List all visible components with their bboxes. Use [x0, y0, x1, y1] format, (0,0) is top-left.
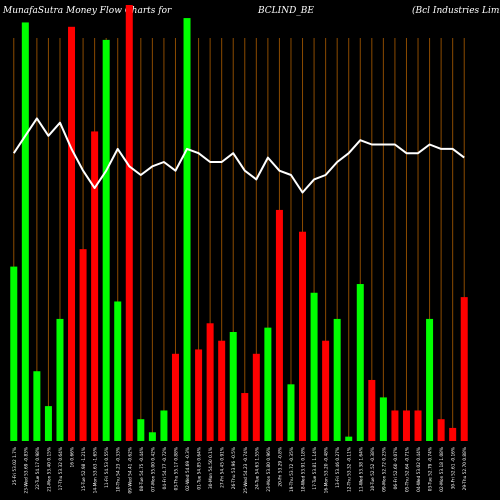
- money-flow-bar: [345, 436, 353, 441]
- x-tick-label: 02-Wed 54.69 -0.3%: [185, 447, 191, 491]
- x-tick-label: 27-Fri 54.45 0.91%: [220, 447, 226, 488]
- money-flow-bar: [160, 410, 168, 441]
- money-flow-bar: [356, 284, 364, 441]
- money-flow-bar: [56, 318, 64, 441]
- x-tick-label: 29-Thu 52.70 0.88%: [462, 447, 468, 490]
- money-flow-bar: [33, 371, 41, 441]
- x-tick-label: 04-Fri 54.77 -0.72%: [162, 447, 168, 489]
- money-flow-bar: [368, 379, 376, 441]
- money-flow-bar: [114, 301, 122, 441]
- x-tick-label: 30-Fri 52.61 -0.16%: [451, 447, 457, 489]
- x-tick-label: 12-Thu 53.32 -0.11%: [347, 447, 353, 492]
- chart-symbol: BCLIND_BE: [258, 6, 314, 16]
- chart-company: (Bcl Industries Limit: [412, 6, 500, 16]
- x-tick-label: 23-Wed 53.69 -0.83%: [23, 447, 29, 493]
- money-flow-bar: [183, 18, 191, 442]
- money-flow-bar: [379, 397, 387, 441]
- money-flow-bar: [229, 332, 237, 441]
- x-tick-label: 25-Fri 53.02 1.7%: [12, 447, 18, 485]
- x-tick-label: 16 0.66%: [70, 447, 76, 467]
- money-flow-bar: [137, 419, 145, 441]
- x-tick-label: 21-Mon 53.40 0.15%: [46, 447, 52, 492]
- money-flow-bar: [79, 249, 87, 441]
- money-flow-bar: [426, 318, 434, 441]
- chart-title: MunafaSutra Money Flow Charts for: [3, 6, 172, 16]
- money-flow-bar: [299, 231, 307, 441]
- x-tick-label: 04-Wed 53.02 0.44%: [416, 447, 422, 492]
- x-tick-label: 06-Fri 52.60 -0.07%: [393, 447, 399, 489]
- money-flow-bar: [310, 292, 318, 441]
- x-tick-label: 01-Tue 54.85 0.64%: [197, 447, 203, 490]
- money-flow-bar: [287, 384, 295, 441]
- x-tick-label: 09-Mon 52.72 0.23%: [381, 447, 387, 492]
- x-tick-label: 19-Thu 53.72 -0.35%: [289, 447, 295, 492]
- x-tick-label: 15-Tue 52.98 -1.21%: [81, 447, 87, 491]
- x-tick-label: 03-Tue 52.79 -0.74%: [428, 447, 434, 491]
- money-flow-bar: [21, 22, 29, 441]
- x-tick-label: 09-Wed 54.41 -0.62%: [127, 447, 133, 493]
- money-flow-bar: [10, 266, 18, 441]
- x-tick-label: 14-Mon 53.63 -1.65%: [93, 447, 99, 493]
- x-tick-label: 10-Thu 54.23 -0.33%: [116, 447, 122, 492]
- x-tick-label: 20-Fri 53.29 -0.8%: [277, 447, 283, 487]
- x-tick-label: 26-Thu 53.96 -0.5%: [231, 447, 237, 489]
- x-tick-label: 30-Mon 54.50 0.1%: [208, 447, 214, 489]
- money-flow-bar: [241, 393, 249, 441]
- price-line: [12, 117, 465, 194]
- money-flow-bar: [91, 131, 99, 441]
- money-flow-bar: [44, 406, 52, 441]
- x-tick-label: 11-Wed 53.38 1.64%: [358, 447, 364, 492]
- x-tick-label: 16-Mon 53.20 -0.48%: [324, 447, 330, 493]
- money-flow-bar: [171, 353, 179, 441]
- money-flow-bar: [414, 410, 422, 441]
- money-flow-bar: [148, 432, 156, 441]
- money-flow-bar: [125, 5, 133, 441]
- money-flow-bar: [252, 353, 260, 441]
- x-tick-label: 07-Mon 55.00 0.42%: [150, 447, 156, 492]
- x-tick-label: 05-Thu 52.64 -0.71%: [404, 447, 410, 492]
- x-tick-label: 17-Tue 53.81 1.14%: [312, 447, 318, 490]
- x-tick-label: 03-Thu 55.17 0.88%: [173, 447, 179, 490]
- money-flow-bar: [402, 410, 410, 441]
- money-flow-bar: [102, 39, 110, 441]
- x-tick-label: 18-Wed 53.91 0.18%: [301, 447, 307, 492]
- money-flow-bar: [275, 209, 283, 441]
- price-line-path: [12, 117, 465, 194]
- bars: [10, 5, 468, 442]
- money-flow-bar: [460, 297, 468, 441]
- money-flow-bar: [333, 318, 341, 441]
- x-tick-label: 08-Tue 54.75 -0.44%: [139, 447, 145, 491]
- x-tick-label: 17-Thu 53.32 0.64%: [58, 447, 64, 490]
- x-tick-label: 25-Wed 54.23 -0.74%: [243, 447, 249, 493]
- money-flow-bar: [195, 349, 203, 441]
- x-tick-label: 11-Fri 54.53 0.55%: [104, 447, 110, 488]
- money-flow-bar: [206, 323, 214, 441]
- money-flow-bar: [322, 340, 330, 441]
- x-tick-label: 13-Fri 53.46 0.27%: [335, 447, 341, 488]
- x-tick-label: 22-Tue 54.17 0.98%: [35, 447, 41, 490]
- money-flow-bar: [218, 340, 226, 441]
- x-tick-label: 02-Mon 53.18 1.08%: [439, 447, 445, 492]
- money-flow-bar: [391, 410, 399, 441]
- x-tick-labels: 25-Fri 53.02 1.7% 23-Wed 53.69 -0.83% 22-T…: [12, 447, 468, 493]
- money-flow-bar: [264, 327, 272, 441]
- x-tick-label: 24-Tue 54.63 1.55%: [254, 447, 260, 490]
- money-flow-bar: [449, 427, 457, 441]
- x-tick-label: 23-Mon 53.80 0.96%: [266, 447, 272, 492]
- money-flow-bar: [437, 419, 445, 441]
- money-flow-bar: [68, 26, 76, 442]
- x-tick-label: 10-Tue 52.52 -0.38%: [370, 447, 376, 491]
